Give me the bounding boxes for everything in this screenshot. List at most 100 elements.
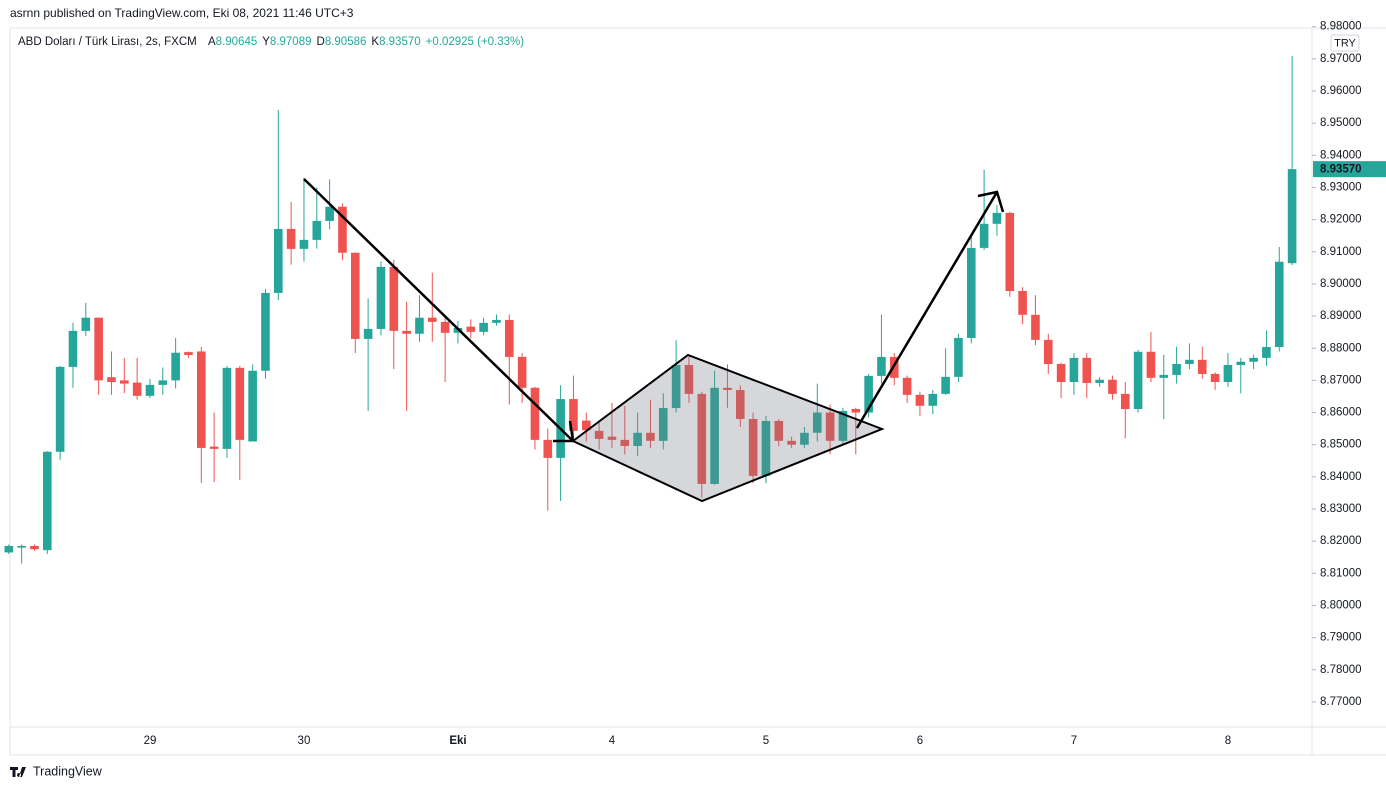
y-tick-label: 8.86000 xyxy=(1320,407,1362,419)
y-tick-label: 8.85000 xyxy=(1320,439,1362,451)
ohlc-value: 8.90586 xyxy=(325,36,367,48)
y-tick-label: 8.79000 xyxy=(1320,632,1362,644)
down-arrow-head xyxy=(553,420,575,443)
plot-area xyxy=(4,56,1297,564)
y-tick-label: 8.89000 xyxy=(1320,310,1362,322)
candle-body xyxy=(569,399,578,431)
brand-logo xyxy=(10,767,26,777)
candle-body xyxy=(222,367,232,449)
candle-body xyxy=(184,352,193,355)
legend: ABD Doları / Türk Lirası, 2s, FXCM A8.90… xyxy=(18,36,524,48)
candle-body xyxy=(607,436,617,440)
candle-body xyxy=(1069,357,1079,383)
candle-body xyxy=(376,266,386,329)
candle-body xyxy=(1082,357,1092,383)
candle-body xyxy=(710,387,719,484)
price-axis: 8.77000 8.78000 8.79000 8.80000 8.81000 8.820… xyxy=(1312,21,1386,708)
x-tick-label: 8 xyxy=(1225,735,1231,747)
candle-body xyxy=(81,317,91,331)
candle-body xyxy=(851,409,861,413)
candle-body xyxy=(671,364,681,409)
y-tick-label: 8.87000 xyxy=(1320,374,1362,386)
candle-body xyxy=(928,393,938,406)
candle-body xyxy=(42,451,52,551)
y-tick-label: 8.94000 xyxy=(1320,149,1362,161)
candle-body xyxy=(158,380,168,385)
candle-body xyxy=(299,239,309,249)
candle-body xyxy=(273,228,283,293)
candle-body xyxy=(594,430,604,439)
candle-body xyxy=(1249,357,1258,362)
y-tick-label: 8.91000 xyxy=(1320,246,1362,258)
candle-body xyxy=(504,319,514,357)
x-tick-label: 29 xyxy=(144,735,157,747)
candle-body xyxy=(261,292,270,371)
candle-body xyxy=(1159,374,1169,378)
candle-body xyxy=(1146,351,1156,378)
candle-body xyxy=(748,418,758,476)
last-price-label: 8.93570 xyxy=(1320,164,1362,176)
y-tick-label: 8.93000 xyxy=(1320,182,1362,194)
candle-body xyxy=(1095,379,1104,383)
candle-body xyxy=(248,370,257,442)
diamond-pattern xyxy=(571,353,885,503)
y-tick-label: 8.88000 xyxy=(1320,342,1362,354)
candle-body xyxy=(1018,291,1027,315)
y-tick-label: 8.80000 xyxy=(1320,599,1362,611)
candle-body xyxy=(338,206,347,253)
candle-body xyxy=(723,387,732,391)
candle-body xyxy=(812,412,822,433)
ohlc-values: A8.90645 Y8.97089 D8.90586 K8.93570 +0.02925… xyxy=(208,36,524,48)
x-tick-label: 6 xyxy=(917,735,923,747)
candle-body xyxy=(646,432,655,441)
candle-body xyxy=(915,394,925,406)
candle-body xyxy=(119,380,129,384)
annotations xyxy=(303,178,1005,503)
candle-body xyxy=(30,545,39,550)
up-arrow-head xyxy=(977,190,1005,213)
down-arrow xyxy=(303,178,574,442)
candle-body xyxy=(415,317,424,334)
candle-body xyxy=(312,220,322,240)
candle-body xyxy=(209,446,219,449)
candle-body xyxy=(389,266,399,331)
candle-body xyxy=(787,440,796,445)
candle-body xyxy=(466,326,476,332)
brand: TradingView xyxy=(10,764,103,778)
x-tick-label: 4 xyxy=(609,735,616,747)
candle-body xyxy=(620,439,630,446)
candle-body xyxy=(1108,379,1117,394)
x-tick-label: 5 xyxy=(763,735,769,747)
x-tick-label: 7 xyxy=(1071,735,1077,747)
candle-body xyxy=(325,206,334,221)
candle-body xyxy=(363,328,373,339)
candle-body xyxy=(4,545,14,553)
candle-body xyxy=(1197,359,1207,374)
candle-body xyxy=(838,410,848,441)
currency-box[interactable] xyxy=(1330,34,1360,52)
y-tick-label: 8.92000 xyxy=(1320,214,1362,226)
ohlc-key: D xyxy=(317,36,325,48)
candle-body xyxy=(1043,339,1053,364)
candle-body xyxy=(979,223,989,248)
y-tick-label: 8.77000 xyxy=(1320,696,1362,708)
candle-body xyxy=(684,364,694,394)
ohlc-key: A xyxy=(208,36,216,48)
candle-body xyxy=(235,367,245,440)
candle-body xyxy=(825,412,835,441)
candle-body xyxy=(761,420,771,476)
candle-body xyxy=(196,351,206,448)
currency: TRY xyxy=(1334,37,1356,49)
candle-body xyxy=(350,252,360,339)
candle-body xyxy=(1236,361,1246,365)
candle-body xyxy=(735,390,745,419)
y-tick-label: 8.78000 xyxy=(1320,664,1362,676)
symbol-title: ABD Doları / Türk Lirası, 2s, FXCM xyxy=(18,36,197,48)
candle-body xyxy=(171,352,180,381)
y-tick-label: 8.95000 xyxy=(1320,117,1362,129)
candle-body xyxy=(286,228,296,249)
y-tick-label: 8.96000 xyxy=(1320,85,1362,97)
x-tick-label: Eki xyxy=(449,735,466,747)
candle-body xyxy=(479,322,488,332)
